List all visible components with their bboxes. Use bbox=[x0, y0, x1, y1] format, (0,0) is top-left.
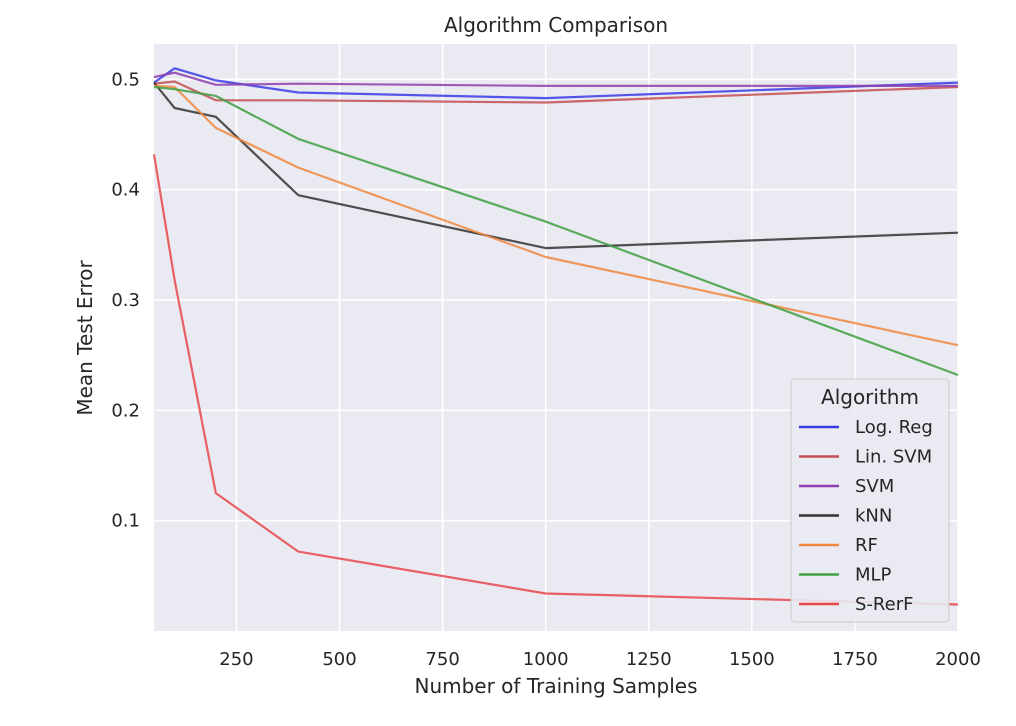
legend-label: S-RerF bbox=[855, 594, 913, 615]
y-tick-label: 0.3 bbox=[111, 290, 140, 311]
y-tick-label: 0.4 bbox=[111, 180, 140, 201]
series-line-4 bbox=[153, 84, 959, 347]
y-tick-label: 0.2 bbox=[111, 400, 140, 421]
legend: Algorithm Log. Reg Lin. SVM SVM kNN RF MLP S-R… bbox=[790, 378, 950, 623]
x-tick-label: 1250 bbox=[626, 649, 672, 670]
legend-label: Lin. SVM bbox=[855, 447, 932, 468]
y-tick-label: 0.1 bbox=[111, 511, 140, 532]
x-tick-label: 500 bbox=[322, 649, 356, 670]
chart-title: Algorithm Comparison bbox=[444, 13, 668, 37]
legend-label: Log. Reg bbox=[855, 417, 933, 438]
series-line-1 bbox=[153, 80, 959, 104]
series-line-3 bbox=[153, 81, 959, 250]
x-tick-label: 1000 bbox=[523, 649, 569, 670]
legend-label: SVM bbox=[855, 476, 894, 497]
x-axis-label: Number of Training Samples bbox=[414, 674, 697, 698]
series-line-6 bbox=[152, 154, 959, 606]
y-axis-label: Mean Test Error bbox=[73, 260, 97, 416]
series-line-2 bbox=[153, 71, 958, 88]
legend-label: MLP bbox=[855, 565, 892, 586]
x-tick-label: 1500 bbox=[729, 649, 775, 670]
legend-label: kNN bbox=[855, 506, 892, 527]
x-tick-label: 1750 bbox=[832, 649, 878, 670]
y-tick-label: 0.5 bbox=[111, 69, 140, 90]
legend-title: Algorithm bbox=[821, 385, 919, 409]
series-line-0 bbox=[153, 67, 959, 100]
x-tick-label: 250 bbox=[219, 649, 253, 670]
legend-label: RF bbox=[855, 535, 878, 556]
legend-box bbox=[790, 378, 950, 623]
x-tick-label: 2000 bbox=[935, 649, 981, 670]
x-tick-labels: 250 500 750 1000 1250 1500 1750 2000 bbox=[219, 649, 981, 670]
y-tick-labels: 0.1 0.2 0.3 0.4 0.5 bbox=[111, 69, 140, 531]
x-tick-label: 750 bbox=[425, 649, 459, 670]
series-lines bbox=[152, 67, 959, 606]
legend-items: Log. Reg Lin. SVM SVM kNN RF MLP S-RerF bbox=[799, 417, 933, 615]
series-line-5 bbox=[153, 85, 959, 377]
